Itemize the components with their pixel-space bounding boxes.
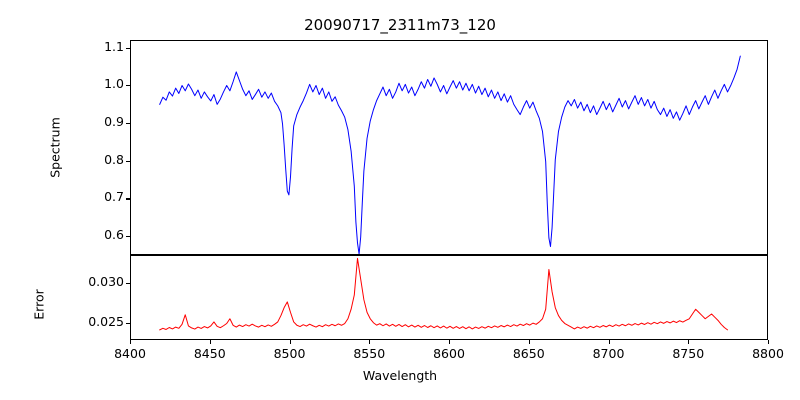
error-y-tick-mark (126, 322, 130, 324)
x-tick-mark (768, 340, 770, 344)
spectrum-y-tick-mark (126, 160, 130, 162)
spectrum-data-line (159, 55, 741, 254)
x-tick-mark (130, 340, 132, 344)
error-y-tick-mark (126, 282, 130, 284)
x-tick-label: 8400 (114, 346, 146, 361)
figure-title: 20090717_2311m73_120 (304, 16, 496, 34)
x-tick-mark (608, 340, 610, 344)
spectrum-y-tick-label: 0.8 (104, 151, 124, 167)
spectrum-y-tick-label: 0.6 (104, 227, 124, 243)
spectrum-y-tick-mark (126, 198, 130, 200)
spectrum-y-tick-mark (126, 47, 130, 49)
error-data-line (159, 257, 729, 331)
x-tick-label: 8700 (592, 346, 625, 361)
spectrum-panel (130, 40, 768, 255)
x-tick-label: 8500 (273, 346, 306, 361)
x-tick-label: 8650 (512, 346, 545, 361)
spectrum-y-tick-label: 1.0 (104, 76, 124, 92)
x-tick-label: 8450 (193, 346, 226, 361)
x-tick-mark (369, 340, 371, 344)
x-tick-mark (688, 340, 690, 344)
x-axis-label: Wavelength (362, 368, 438, 383)
spectrum-y-tick-mark (126, 236, 130, 238)
x-tick-label: 8600 (433, 346, 465, 361)
error-panel (130, 255, 768, 340)
x-tick-mark (289, 340, 291, 344)
x-tick-label: 8550 (353, 346, 386, 361)
spectrum-y-tick-label: 0.9 (104, 113, 124, 129)
error-y-axis-label: Error (31, 289, 47, 320)
x-tick-mark (209, 340, 211, 344)
spectrum-y-tick-mark (126, 85, 130, 87)
spectrum-y-tick-mark (126, 122, 130, 125)
error-y-tick-label: 0.025 (88, 313, 124, 329)
x-tick-mark (528, 340, 530, 344)
spectrum-y-tick-label: 0.7 (104, 189, 124, 205)
x-tick-mark (449, 340, 451, 344)
spectrum-y-axis-label: Spectrum (47, 117, 63, 178)
spectrum-line-plot (159, 55, 741, 254)
error-line-plot (159, 257, 729, 331)
error-y-tick-label: 0.030 (88, 273, 124, 289)
spectrum-y-tick-label: 1.1 (104, 38, 124, 54)
x-tick-label: 8750 (672, 346, 705, 361)
x-tick-label: 8800 (752, 346, 784, 361)
